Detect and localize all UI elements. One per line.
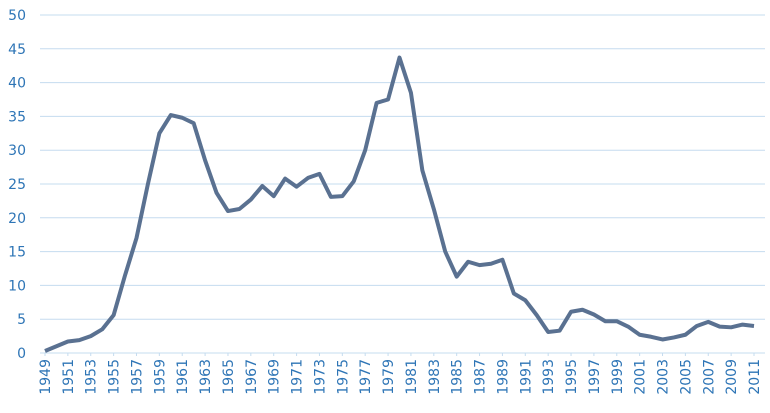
x-tick-label: 1949 — [38, 359, 54, 395]
x-tick-label: 1973 — [312, 359, 328, 395]
x-tick-label: 1997 — [587, 359, 603, 395]
y-tick-label: 35 — [8, 109, 26, 125]
x-tick-label: 2005 — [678, 359, 694, 395]
x-tick-label: 1985 — [450, 359, 466, 395]
x-tick-label: 1977 — [358, 359, 374, 395]
x-tick-label: 1951 — [61, 359, 77, 395]
x-tick-label: 1953 — [84, 359, 100, 395]
x-tick-label: 1957 — [129, 359, 145, 395]
x-tick-label: 1979 — [381, 359, 397, 395]
x-tick-label: 1995 — [564, 359, 580, 395]
x-tick-label: 1987 — [473, 359, 489, 395]
y-tick-label: 15 — [8, 245, 26, 261]
x-tick-label: 1993 — [541, 359, 557, 395]
x-tick-label: 1975 — [335, 359, 351, 395]
x-tick-label: 1999 — [610, 359, 626, 395]
x-tick-label: 2003 — [656, 359, 672, 395]
data-line — [44, 55, 755, 353]
x-tick-label: 1969 — [267, 359, 283, 395]
x-tick-label: 1989 — [495, 359, 511, 395]
y-tick-label: 45 — [8, 42, 26, 58]
y-tick-label: 20 — [8, 211, 26, 227]
x-tick-label: 1981 — [404, 359, 420, 395]
y-tick-label: 25 — [8, 177, 26, 193]
x-tick-label: 2009 — [724, 359, 740, 395]
x-tick-label: 2001 — [633, 359, 649, 395]
x-tick-label: 1991 — [518, 359, 534, 395]
y-tick-label: 40 — [8, 76, 26, 92]
y-tick-label: 30 — [8, 143, 26, 159]
x-tick-label: 1967 — [244, 359, 260, 395]
x-tick-label: 1965 — [221, 359, 237, 395]
x-tick-label: 1983 — [427, 359, 443, 395]
x-tick-label: 1963 — [198, 359, 214, 395]
y-tick-label: 0 — [17, 346, 26, 362]
y-tick-label: 5 — [17, 312, 26, 328]
x-tick-label: 1959 — [152, 359, 168, 395]
x-tick-label: 1955 — [107, 359, 123, 395]
x-tick-label: 1961 — [175, 359, 191, 395]
y-tick-label: 10 — [8, 278, 26, 294]
y-tick-label: 50 — [8, 8, 26, 24]
x-tick-label: 2007 — [701, 359, 717, 395]
x-tick-label: 2011 — [747, 359, 763, 395]
x-tick-label: 1971 — [290, 359, 306, 395]
